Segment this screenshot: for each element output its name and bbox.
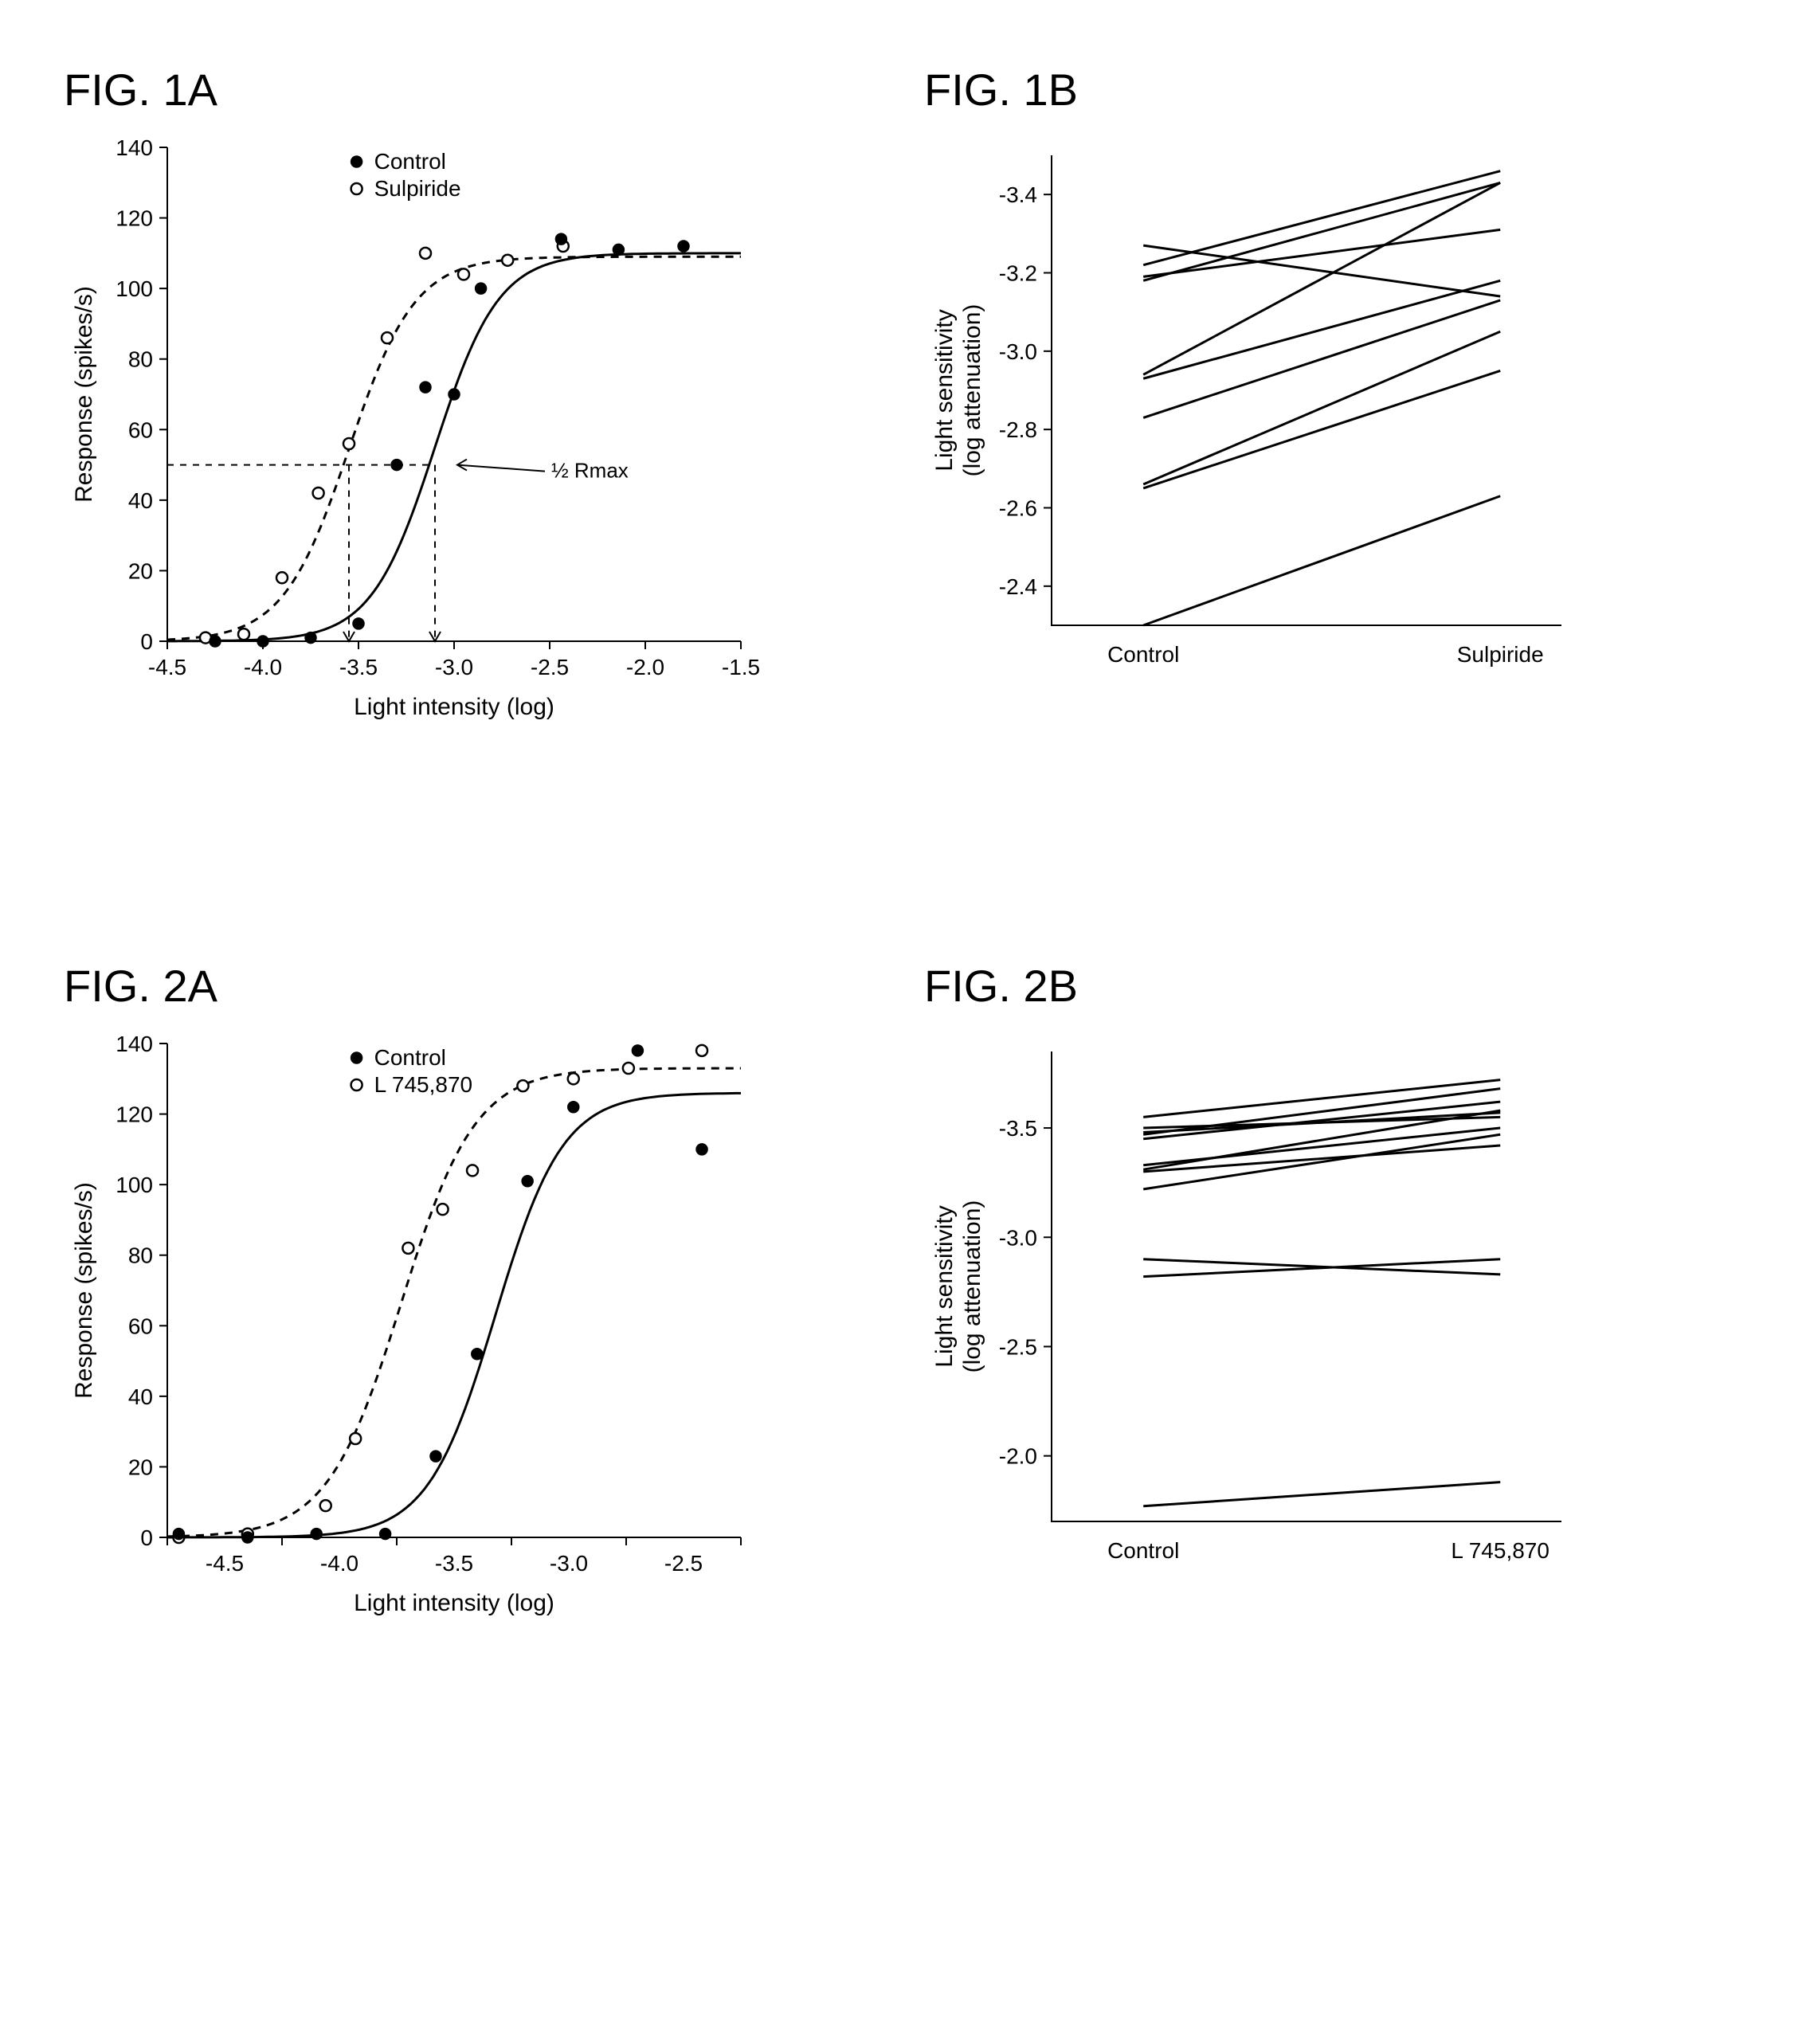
fig-2a-svg: -4.5 -4.0 -3.5 -3.0 -2.5 0 20 40 60 80 100 120 140 Li… <box>48 1028 765 1633</box>
svg-text:Light sensitivity: Light sensitivity <box>931 309 958 471</box>
svg-text:-3.0: -3.0 <box>999 1225 1037 1250</box>
svg-text:20: 20 <box>128 558 153 583</box>
svg-text:-2.0: -2.0 <box>626 655 664 679</box>
svg-text:120: 120 <box>116 1102 153 1127</box>
svg-text:120: 120 <box>116 206 153 231</box>
figure-row-2: FIG. 2A -4.5 -4.0 -3.5 -3.0 -2.5 0 20 40 60 80 100… <box>48 960 1762 1633</box>
svg-text:-2.6: -2.6 <box>999 496 1037 521</box>
svg-text:-3.5: -3.5 <box>339 655 378 679</box>
svg-text:Control: Control <box>1107 1538 1179 1563</box>
svg-text:0: 0 <box>140 629 153 654</box>
svg-text:0: 0 <box>140 1525 153 1550</box>
svg-text:Response (spikes/s): Response (spikes/s) <box>71 1182 97 1399</box>
svg-text:Control: Control <box>1107 642 1179 667</box>
svg-text:Light intensity (log): Light intensity (log) <box>354 694 554 720</box>
svg-text:-2.5: -2.5 <box>664 1551 703 1576</box>
svg-text:-1.5: -1.5 <box>722 655 760 679</box>
svg-text:-3.0: -3.0 <box>550 1551 588 1576</box>
svg-text:Light intensity (log): Light intensity (log) <box>354 1590 554 1616</box>
svg-text:-3.5: -3.5 <box>435 1551 473 1576</box>
svg-text:-4.5: -4.5 <box>148 655 186 679</box>
svg-text:Control: Control <box>374 1045 446 1070</box>
svg-text:-3.5: -3.5 <box>999 1116 1037 1141</box>
svg-text:-3.0: -3.0 <box>999 339 1037 364</box>
svg-text:100: 100 <box>116 1173 153 1197</box>
fig-1a-title: FIG. 1A <box>64 64 765 116</box>
fig-2b-chart: -3.5 -3.0 -2.5 -2.0 Control L 745,870 Light se… <box>908 1028 1593 1617</box>
svg-text:L 745,870: L 745,870 <box>374 1072 473 1097</box>
svg-text:80: 80 <box>128 347 153 372</box>
fig-1b-svg: -3.4 -3.2 -3.0 -2.8 -2.6 -2.4 Control Sulpiride… <box>908 131 1593 721</box>
fig-2a-title: FIG. 2A <box>64 960 765 1012</box>
svg-text:100: 100 <box>116 276 153 301</box>
fig-2b-svg: -3.5 -3.0 -2.5 -2.0 Control L 745,870 Light se… <box>908 1028 1593 1617</box>
svg-text:20: 20 <box>128 1455 153 1479</box>
svg-text:80: 80 <box>128 1243 153 1268</box>
svg-text:-3.2: -3.2 <box>999 261 1037 286</box>
svg-text:Light sensitivity: Light sensitivity <box>931 1205 958 1367</box>
svg-text:Control: Control <box>374 149 446 174</box>
fig-1b-panel: FIG. 1B -3.4 -3.2 -3.0 -2.8 -2.6 -2.4 Control S… <box>908 64 1593 737</box>
svg-text:-4.0: -4.0 <box>244 655 282 679</box>
figure-row-1: FIG. 1A -4.5 -4.0 -3.5 -3.0 -2.5 -2.0 -1.5 0 20 4… <box>48 64 1762 737</box>
fig-1b-chart: -3.4 -3.2 -3.0 -2.8 -2.6 -2.4 Control Sulpiride… <box>908 131 1593 721</box>
svg-text:140: 140 <box>116 1032 153 1056</box>
svg-text:L 745,870: L 745,870 <box>1451 1538 1549 1563</box>
fig-1a-panel: FIG. 1A -4.5 -4.0 -3.5 -3.0 -2.5 -2.0 -1.5 0 20 4… <box>48 64 765 737</box>
svg-text:(log attenuation): (log attenuation) <box>959 304 985 477</box>
svg-text:-2.8: -2.8 <box>999 417 1037 442</box>
fig-2b-panel: FIG. 2B -3.5 -3.0 -2.5 -2.0 Control L 745,870… <box>908 960 1593 1633</box>
svg-text:Sulpiride: Sulpiride <box>1457 642 1544 667</box>
svg-text:60: 60 <box>128 1314 153 1338</box>
svg-text:-4.0: -4.0 <box>320 1551 358 1576</box>
fig-1a-svg: -4.5 -4.0 -3.5 -3.0 -2.5 -2.0 -1.5 0 20 40 60 80 100… <box>48 131 765 737</box>
fig-2b-title: FIG. 2B <box>924 960 1593 1012</box>
svg-text:-2.5: -2.5 <box>999 1334 1037 1359</box>
svg-text:40: 40 <box>128 1384 153 1409</box>
svg-text:-4.5: -4.5 <box>206 1551 244 1576</box>
svg-text:-2.4: -2.4 <box>999 574 1037 599</box>
svg-text:-2.5: -2.5 <box>531 655 569 679</box>
svg-text:Sulpiride: Sulpiride <box>374 176 461 201</box>
svg-text:-3.4: -3.4 <box>999 182 1037 207</box>
fig-1a-chart: -4.5 -4.0 -3.5 -3.0 -2.5 -2.0 -1.5 0 20 40 60 80 100… <box>48 131 765 737</box>
svg-text:40: 40 <box>128 488 153 513</box>
svg-text:60: 60 <box>128 417 153 442</box>
svg-text:-2.0: -2.0 <box>999 1444 1037 1469</box>
svg-text:-3.0: -3.0 <box>435 655 473 679</box>
fig-1b-title: FIG. 1B <box>924 64 1593 116</box>
fig-2a-panel: FIG. 2A -4.5 -4.0 -3.5 -3.0 -2.5 0 20 40 60 80 100… <box>48 960 765 1633</box>
svg-text:½ Rmax: ½ Rmax <box>551 459 629 483</box>
fig-2a-chart: -4.5 -4.0 -3.5 -3.0 -2.5 0 20 40 60 80 100 120 140 Li… <box>48 1028 765 1633</box>
svg-text:Response (spikes/s): Response (spikes/s) <box>71 286 97 503</box>
svg-text:140: 140 <box>116 135 153 160</box>
svg-text:(log attenuation): (log attenuation) <box>959 1200 985 1373</box>
